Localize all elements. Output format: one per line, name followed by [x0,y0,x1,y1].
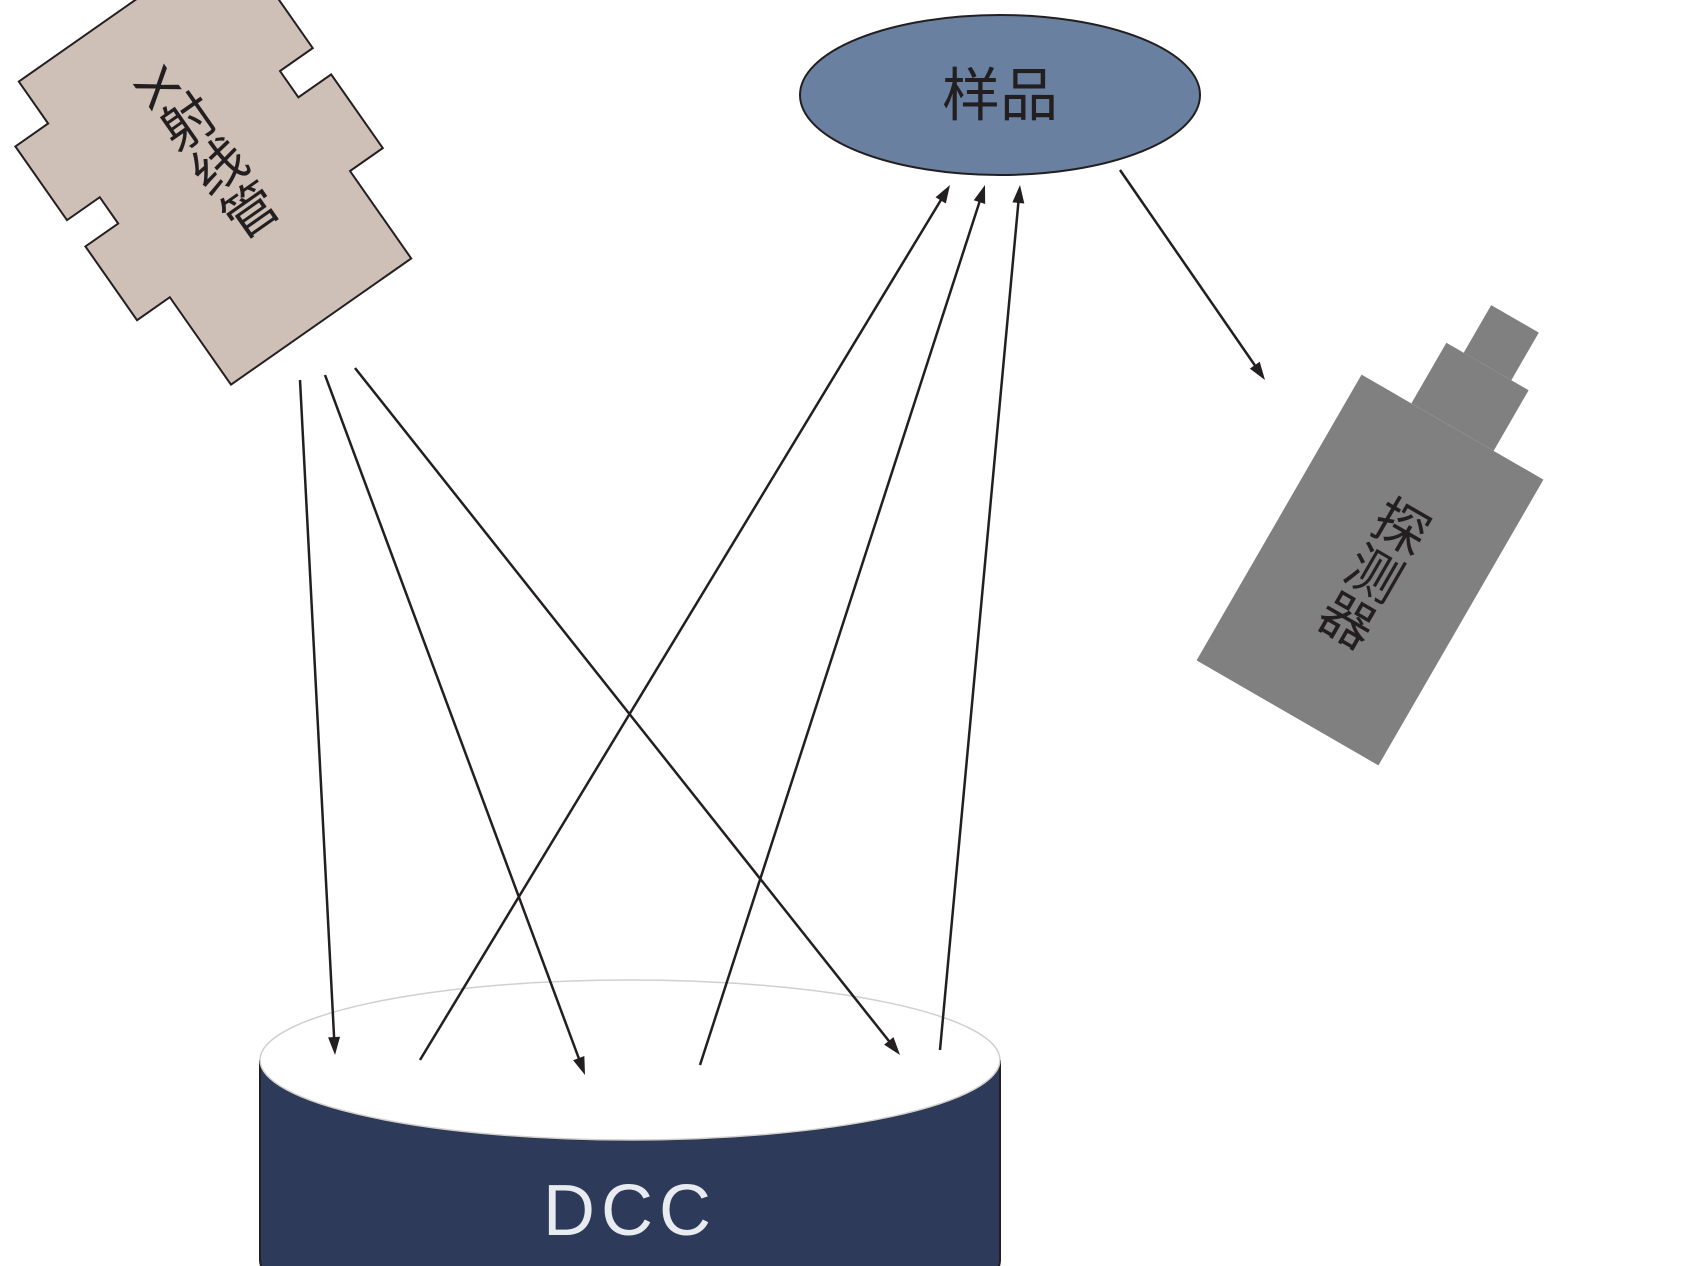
arrow [325,375,585,1075]
detector: 探测器 [1197,266,1606,765]
sample-label: 样品 [942,63,1058,128]
arrow [1120,170,1265,380]
arrow [700,185,985,1065]
dcc-label: DCC [543,1171,717,1251]
xray-tube: X射线管 [0,0,444,408]
arrow [355,368,900,1055]
sample-node: 样品 [800,15,1200,175]
arrow [420,185,950,1060]
arrow [300,380,340,1055]
dcc-cylinder: DCC [260,980,1000,1266]
arrow [940,185,1024,1050]
